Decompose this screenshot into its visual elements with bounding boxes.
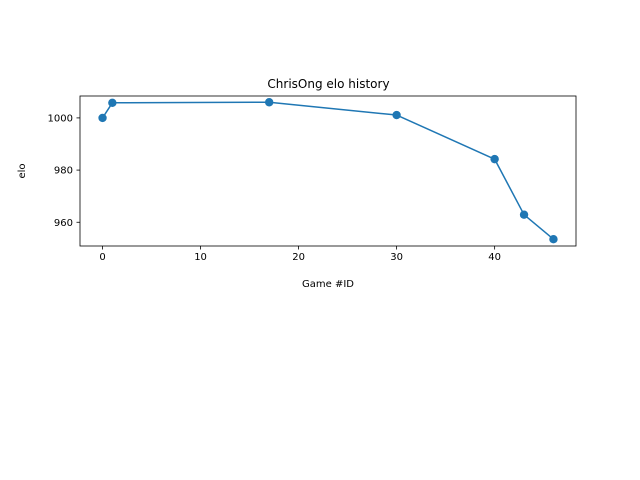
data-point	[549, 235, 558, 244]
plot-frame	[79, 95, 577, 247]
data-point	[519, 210, 529, 219]
chart-title: ChrisOng elo history	[267, 77, 389, 91]
y-tick-label: 980	[54, 166, 73, 177]
series-layer	[98, 98, 558, 244]
x-axis-label: Game #ID	[302, 279, 354, 290]
data-point	[490, 154, 499, 164]
x-tick-label: 10	[194, 252, 207, 263]
y-tick-label: 1000	[48, 113, 73, 124]
x-tick-label: 20	[292, 252, 305, 263]
y-axis-label: elo	[17, 163, 28, 178]
data-point	[264, 98, 274, 107]
axis-ticks: 0 10 20 30 40 960 980 1000	[48, 113, 501, 263]
x-tick-label: 40	[488, 252, 501, 263]
data-point	[108, 98, 117, 107]
data-point	[98, 113, 107, 123]
x-tick-label: 30	[390, 252, 403, 263]
data-point	[392, 110, 401, 120]
y-tick-label: 960	[54, 218, 73, 229]
x-tick-label: 0	[99, 252, 105, 263]
